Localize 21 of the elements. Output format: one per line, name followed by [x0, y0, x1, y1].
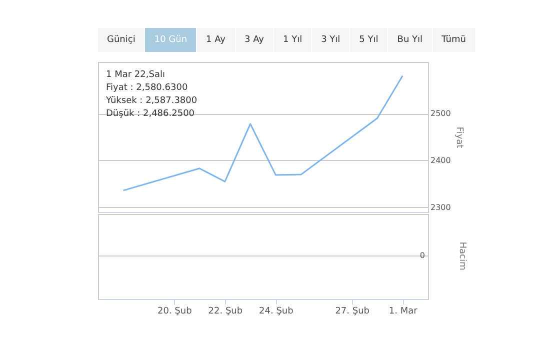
text: 22. Şub — [208, 306, 243, 316]
annotation: 1 Mar 22,Salı Fiyat : 2,580.6300 Yüksek : 2,587.3800 Düşük : 2,486.2500 — [105, 70, 198, 119]
text: Hacim — [457, 242, 467, 270]
y-tick-label: 2300 — [430, 202, 451, 212]
text: 1. Mar — [388, 306, 418, 316]
text: 3 Yıl — [312, 28, 350, 52]
text: 10 Gün — [145, 28, 198, 52]
text: 1 Ay — [197, 28, 236, 52]
text: 3 Ay — [236, 28, 274, 52]
text: 1 Yıl — [274, 28, 312, 52]
text: 24. Şub — [259, 306, 294, 316]
text: 27. Şub — [335, 306, 370, 316]
text: Bu Yıl — [388, 28, 433, 52]
text: Güniçi — [98, 28, 146, 52]
y-tick-label: 2400 — [430, 156, 451, 165]
y-axis-title: Fiyat — [454, 126, 464, 149]
text: 5 Yıl — [350, 28, 388, 52]
text: 20. Şub — [158, 306, 192, 316]
text: Tümü — [432, 28, 476, 52]
y-tick-label: 2500 — [430, 109, 451, 118]
text: 0 — [420, 251, 425, 260]
